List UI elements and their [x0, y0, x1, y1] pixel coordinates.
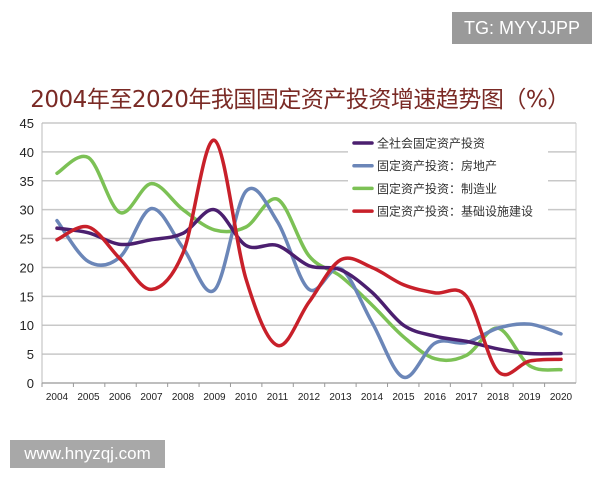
y-tick-label: 10 — [20, 318, 34, 333]
watermark-bottom: www.hnyzqj.com — [10, 440, 165, 468]
x-tick-label: 2006 — [109, 392, 132, 403]
x-tick-label: 2018 — [487, 392, 510, 403]
x-tick-label: 2020 — [550, 392, 573, 403]
x-tick-label: 2005 — [77, 392, 100, 403]
watermark-top: TG: MYYJJPP — [452, 12, 592, 44]
y-tick-label: 45 — [20, 116, 34, 131]
x-tick-label: 2014 — [361, 392, 384, 403]
x-tick-label: 2004 — [46, 392, 69, 403]
legend-label-1: 固定资产投资：房地产 — [377, 158, 497, 173]
y-tick-label: 20 — [20, 260, 34, 275]
series-line-3 — [55, 138, 563, 377]
y-tick-label: 30 — [20, 203, 34, 218]
x-tick-label: 2013 — [329, 392, 352, 403]
x-tick-label: 2017 — [455, 392, 478, 403]
y-tick-label: 0 — [27, 376, 34, 391]
legend-label-2: 固定资产投资：制造业 — [377, 181, 497, 196]
chart-title: 2004年至2020年我国固定资产投资增速趋势图（%） — [30, 87, 570, 113]
legend-label-0: 全社会固定资产投资 — [377, 136, 485, 151]
legend-box — [348, 130, 548, 222]
x-tick-label: 2016 — [424, 392, 447, 403]
y-tick-label: 15 — [20, 289, 34, 304]
y-tick-label: 40 — [20, 145, 34, 160]
x-tick-label: 2010 — [235, 392, 258, 403]
x-tick-label: 2015 — [392, 392, 415, 403]
y-tick-label: 25 — [20, 232, 34, 247]
x-tick-label: 2009 — [203, 392, 226, 403]
x-tick-label: 2012 — [298, 392, 321, 403]
y-tick-label: 5 — [27, 347, 34, 362]
x-tick-label: 2007 — [140, 392, 163, 403]
y-tick-label: 35 — [20, 174, 34, 189]
x-tick-label: 2011 — [267, 392, 289, 403]
legend-label-3: 固定资产投资：基础设施建设 — [377, 204, 533, 219]
x-tick-label: 2019 — [518, 392, 541, 403]
x-tick-label: 2008 — [172, 392, 195, 403]
